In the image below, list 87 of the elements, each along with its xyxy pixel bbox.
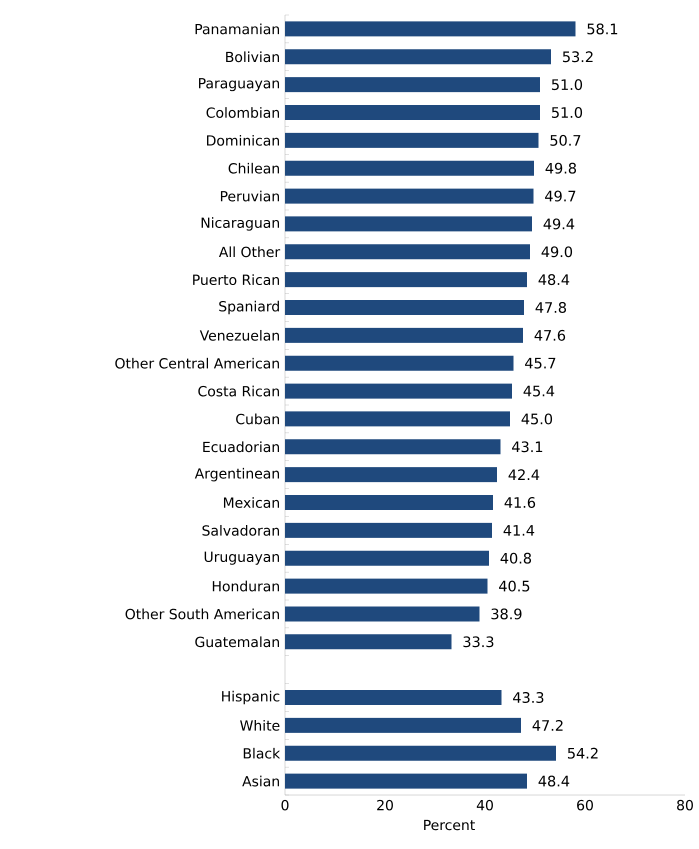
bar: [285, 21, 576, 36]
bar: [285, 522, 492, 538]
bar: [285, 746, 556, 761]
data-label: 51.0: [552, 79, 582, 90]
bar: [285, 356, 514, 371]
y-tick-label: Spaniard: [219, 300, 279, 314]
data-label: 43.3: [513, 692, 544, 703]
x-tick-label: 20: [377, 800, 393, 810]
data-label: 48.4: [538, 776, 570, 787]
data-label: 49.0: [542, 246, 572, 258]
data-label: 45.4: [524, 386, 554, 396]
y-tick-label: Asian: [242, 776, 279, 786]
data-label: 48.4: [538, 274, 570, 286]
bar: [285, 188, 534, 204]
y-tick-label: White: [240, 720, 280, 731]
x-axis-title: Percent: [424, 820, 475, 830]
data-label: 54.2: [568, 748, 598, 759]
y-tick-label: Mexican: [224, 497, 279, 508]
y-tick-label: Venezuelan: [200, 330, 279, 341]
x-tick-label: 40: [476, 800, 493, 810]
bar: [285, 467, 497, 482]
data-label: 53.2: [562, 51, 593, 62]
x-tick-label: 60: [577, 800, 593, 810]
y-tick-label: All Other: [218, 246, 280, 258]
y-tick-label: Peruvian: [220, 190, 279, 202]
y-tick-label: Hispanic: [222, 690, 280, 704]
bar: [285, 690, 502, 706]
data-label: 41.6: [504, 497, 536, 508]
bar: [285, 244, 530, 260]
data-label: 41.4: [504, 525, 534, 536]
bar: [285, 272, 527, 288]
y-tick-label: Honduran: [212, 580, 279, 592]
y-tick-label: Costa Rican: [198, 386, 279, 396]
data-label: 47.6: [534, 330, 566, 341]
y-tick-label: Panamanian: [196, 24, 279, 34]
data-label: 47.8: [536, 302, 566, 313]
data-label: 47.2: [532, 720, 563, 731]
bar: [285, 439, 500, 454]
y-tick-label: Dominican: [207, 134, 279, 146]
bar: [285, 384, 512, 399]
data-label: 45.7: [525, 358, 556, 369]
y-tick-label: Ecuadorian: [203, 441, 279, 452]
y-tick-label: Chilean: [228, 162, 279, 174]
bar: [285, 77, 540, 92]
data-label: 33.3: [463, 636, 494, 648]
bar: [285, 49, 551, 64]
y-tick-label: Uruguayan: [204, 552, 279, 565]
y-tick-label: Other South American: [126, 608, 279, 620]
y-tick-label: Cuban: [236, 414, 279, 424]
y-tick-label: Guatemalan: [195, 636, 279, 648]
y-tick-label: Colombian: [206, 107, 279, 118]
y-tick-label: Nicaraguan: [202, 217, 279, 231]
data-label: 51.0: [552, 107, 582, 118]
bar: [285, 495, 493, 510]
bar: [285, 718, 521, 733]
data-label: 50.7: [550, 134, 580, 146]
y-tick-label: Bolivian: [226, 51, 279, 62]
data-label: 49.7: [545, 190, 576, 202]
data-label: 38.9: [491, 608, 522, 620]
bar: [285, 328, 523, 343]
x-tick-label: 0: [281, 800, 289, 810]
y-tick-label: Puerto Rican: [193, 274, 279, 286]
bar: [285, 606, 480, 622]
bar: [285, 300, 524, 316]
data-label: 49.4: [544, 218, 574, 230]
bar: [285, 411, 510, 426]
data-label: 40.5: [499, 580, 530, 592]
data-label: 40.8: [500, 552, 532, 564]
bar: [285, 578, 488, 594]
data-label: 42.4: [508, 469, 540, 480]
y-tick-label: Other Central American: [115, 358, 279, 369]
y-tick-label: Paraguayan: [199, 78, 279, 92]
data-label: 43.1: [512, 441, 542, 452]
x-tick-label: 80: [677, 800, 693, 810]
bar: [285, 160, 534, 176]
y-tick-label: Argentinean: [194, 468, 279, 482]
data-label: 58.1: [587, 23, 618, 34]
bar: [285, 216, 532, 232]
bar: [285, 105, 540, 120]
bar: [285, 550, 489, 566]
data-label: 49.8: [546, 162, 576, 174]
y-tick-label: Black: [244, 748, 280, 759]
y-tick-label: Salvadoran: [202, 524, 279, 536]
bar: [285, 774, 527, 789]
bar: [285, 132, 538, 148]
bar: [285, 634, 452, 650]
data-label: 45.0: [522, 413, 552, 424]
